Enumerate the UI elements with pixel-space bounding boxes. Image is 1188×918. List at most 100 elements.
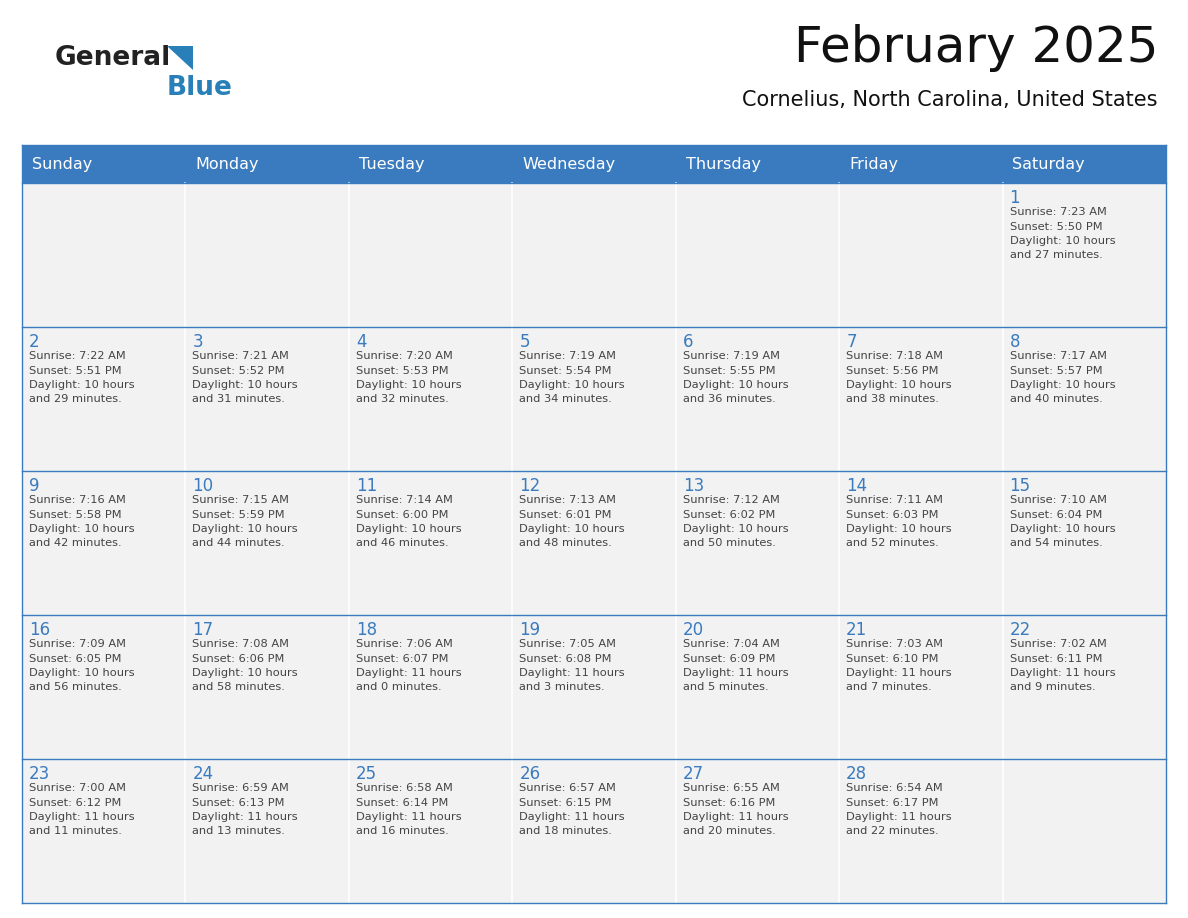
Bar <box>839 327 1003 471</box>
Bar <box>23 145 185 183</box>
Text: Sunrise: 7:21 AM: Sunrise: 7:21 AM <box>192 351 290 361</box>
Text: Sunset: 6:04 PM: Sunset: 6:04 PM <box>1010 509 1102 520</box>
Bar <box>1003 759 1165 903</box>
Bar <box>185 471 349 615</box>
Text: Cornelius, North Carolina, United States: Cornelius, North Carolina, United States <box>742 90 1158 110</box>
Bar <box>1003 183 1165 327</box>
Text: Sunset: 5:57 PM: Sunset: 5:57 PM <box>1010 365 1102 375</box>
Text: Sunrise: 7:06 AM: Sunrise: 7:06 AM <box>356 639 453 649</box>
Bar <box>23 327 185 471</box>
Text: Sunset: 6:15 PM: Sunset: 6:15 PM <box>519 798 612 808</box>
Bar <box>349 471 512 615</box>
Text: 14: 14 <box>846 477 867 495</box>
Bar <box>185 183 349 327</box>
Text: Sunset: 5:59 PM: Sunset: 5:59 PM <box>192 509 285 520</box>
Text: Daylight: 11 hours: Daylight: 11 hours <box>519 668 625 678</box>
Text: Daylight: 10 hours: Daylight: 10 hours <box>29 524 134 534</box>
Text: Wednesday: Wednesday <box>522 156 615 172</box>
Text: and 20 minutes.: and 20 minutes. <box>683 826 776 836</box>
Text: Daylight: 11 hours: Daylight: 11 hours <box>846 812 952 822</box>
Text: Sunset: 6:02 PM: Sunset: 6:02 PM <box>683 509 775 520</box>
Text: 18: 18 <box>356 621 377 639</box>
Bar <box>512 327 676 471</box>
Text: 16: 16 <box>29 621 50 639</box>
Text: and 29 minutes.: and 29 minutes. <box>29 395 121 405</box>
Bar <box>1003 471 1165 615</box>
Text: and 27 minutes.: and 27 minutes. <box>1010 251 1102 261</box>
Bar <box>512 145 676 183</box>
Text: Daylight: 10 hours: Daylight: 10 hours <box>683 380 789 390</box>
Text: Sunset: 6:05 PM: Sunset: 6:05 PM <box>29 654 121 664</box>
Text: and 40 minutes.: and 40 minutes. <box>1010 395 1102 405</box>
Bar <box>676 327 839 471</box>
Text: Sunset: 6:17 PM: Sunset: 6:17 PM <box>846 798 939 808</box>
Text: 4: 4 <box>356 333 366 351</box>
Text: Daylight: 11 hours: Daylight: 11 hours <box>683 812 789 822</box>
Text: 12: 12 <box>519 477 541 495</box>
Text: Sunset: 6:13 PM: Sunset: 6:13 PM <box>192 798 285 808</box>
Text: Daylight: 11 hours: Daylight: 11 hours <box>846 668 952 678</box>
Text: 21: 21 <box>846 621 867 639</box>
Bar <box>676 759 839 903</box>
Polygon shape <box>168 46 192 70</box>
Text: Sunrise: 7:04 AM: Sunrise: 7:04 AM <box>683 639 779 649</box>
Text: 1: 1 <box>1010 189 1020 207</box>
Text: Blue: Blue <box>168 75 233 101</box>
Text: Sunrise: 7:17 AM: Sunrise: 7:17 AM <box>1010 351 1106 361</box>
Text: Daylight: 10 hours: Daylight: 10 hours <box>356 380 461 390</box>
Text: Daylight: 10 hours: Daylight: 10 hours <box>356 524 461 534</box>
Text: Sunrise: 7:05 AM: Sunrise: 7:05 AM <box>519 639 617 649</box>
Text: Sunrise: 7:00 AM: Sunrise: 7:00 AM <box>29 783 126 793</box>
Text: Daylight: 10 hours: Daylight: 10 hours <box>846 524 952 534</box>
Text: Sunset: 6:12 PM: Sunset: 6:12 PM <box>29 798 121 808</box>
Text: Monday: Monday <box>195 156 259 172</box>
Text: Daylight: 10 hours: Daylight: 10 hours <box>192 380 298 390</box>
Bar <box>676 471 839 615</box>
Text: Daylight: 10 hours: Daylight: 10 hours <box>192 524 298 534</box>
Text: and 50 minutes.: and 50 minutes. <box>683 539 776 548</box>
Text: 27: 27 <box>683 765 703 783</box>
Text: Daylight: 10 hours: Daylight: 10 hours <box>1010 236 1116 246</box>
Text: 3: 3 <box>192 333 203 351</box>
Text: and 46 minutes.: and 46 minutes. <box>356 539 449 548</box>
Bar <box>349 183 512 327</box>
Bar <box>839 471 1003 615</box>
Text: Daylight: 10 hours: Daylight: 10 hours <box>846 380 952 390</box>
Text: and 32 minutes.: and 32 minutes. <box>356 395 449 405</box>
Text: and 18 minutes.: and 18 minutes. <box>519 826 612 836</box>
Text: Sunset: 5:52 PM: Sunset: 5:52 PM <box>192 365 285 375</box>
Text: Sunrise: 7:18 AM: Sunrise: 7:18 AM <box>846 351 943 361</box>
Text: Sunset: 6:09 PM: Sunset: 6:09 PM <box>683 654 776 664</box>
Text: 23: 23 <box>29 765 50 783</box>
Text: Sunset: 5:58 PM: Sunset: 5:58 PM <box>29 509 121 520</box>
Text: 28: 28 <box>846 765 867 783</box>
Text: Sunset: 6:16 PM: Sunset: 6:16 PM <box>683 798 775 808</box>
Text: Sunrise: 7:09 AM: Sunrise: 7:09 AM <box>29 639 126 649</box>
Text: Sunrise: 7:23 AM: Sunrise: 7:23 AM <box>1010 207 1106 217</box>
Text: Sunrise: 7:19 AM: Sunrise: 7:19 AM <box>519 351 617 361</box>
Text: Sunrise: 7:15 AM: Sunrise: 7:15 AM <box>192 495 290 505</box>
Text: and 56 minutes.: and 56 minutes. <box>29 682 121 692</box>
Text: Daylight: 10 hours: Daylight: 10 hours <box>29 668 134 678</box>
Text: Sunrise: 7:14 AM: Sunrise: 7:14 AM <box>356 495 453 505</box>
Text: Daylight: 11 hours: Daylight: 11 hours <box>683 668 789 678</box>
Text: 22: 22 <box>1010 621 1031 639</box>
Text: 24: 24 <box>192 765 214 783</box>
Text: Sunset: 6:01 PM: Sunset: 6:01 PM <box>519 509 612 520</box>
Text: 17: 17 <box>192 621 214 639</box>
Bar <box>512 183 676 327</box>
Text: Friday: Friday <box>849 156 898 172</box>
Text: Daylight: 11 hours: Daylight: 11 hours <box>519 812 625 822</box>
Text: Sunrise: 7:13 AM: Sunrise: 7:13 AM <box>519 495 617 505</box>
Text: Sunrise: 7:22 AM: Sunrise: 7:22 AM <box>29 351 126 361</box>
Bar <box>676 145 839 183</box>
Text: Tuesday: Tuesday <box>359 156 424 172</box>
Text: 10: 10 <box>192 477 214 495</box>
Text: Daylight: 11 hours: Daylight: 11 hours <box>29 812 134 822</box>
Text: and 38 minutes.: and 38 minutes. <box>846 395 939 405</box>
Text: and 54 minutes.: and 54 minutes. <box>1010 539 1102 548</box>
Text: Daylight: 10 hours: Daylight: 10 hours <box>519 380 625 390</box>
Bar <box>185 615 349 759</box>
Text: 9: 9 <box>29 477 39 495</box>
Text: Daylight: 10 hours: Daylight: 10 hours <box>683 524 789 534</box>
